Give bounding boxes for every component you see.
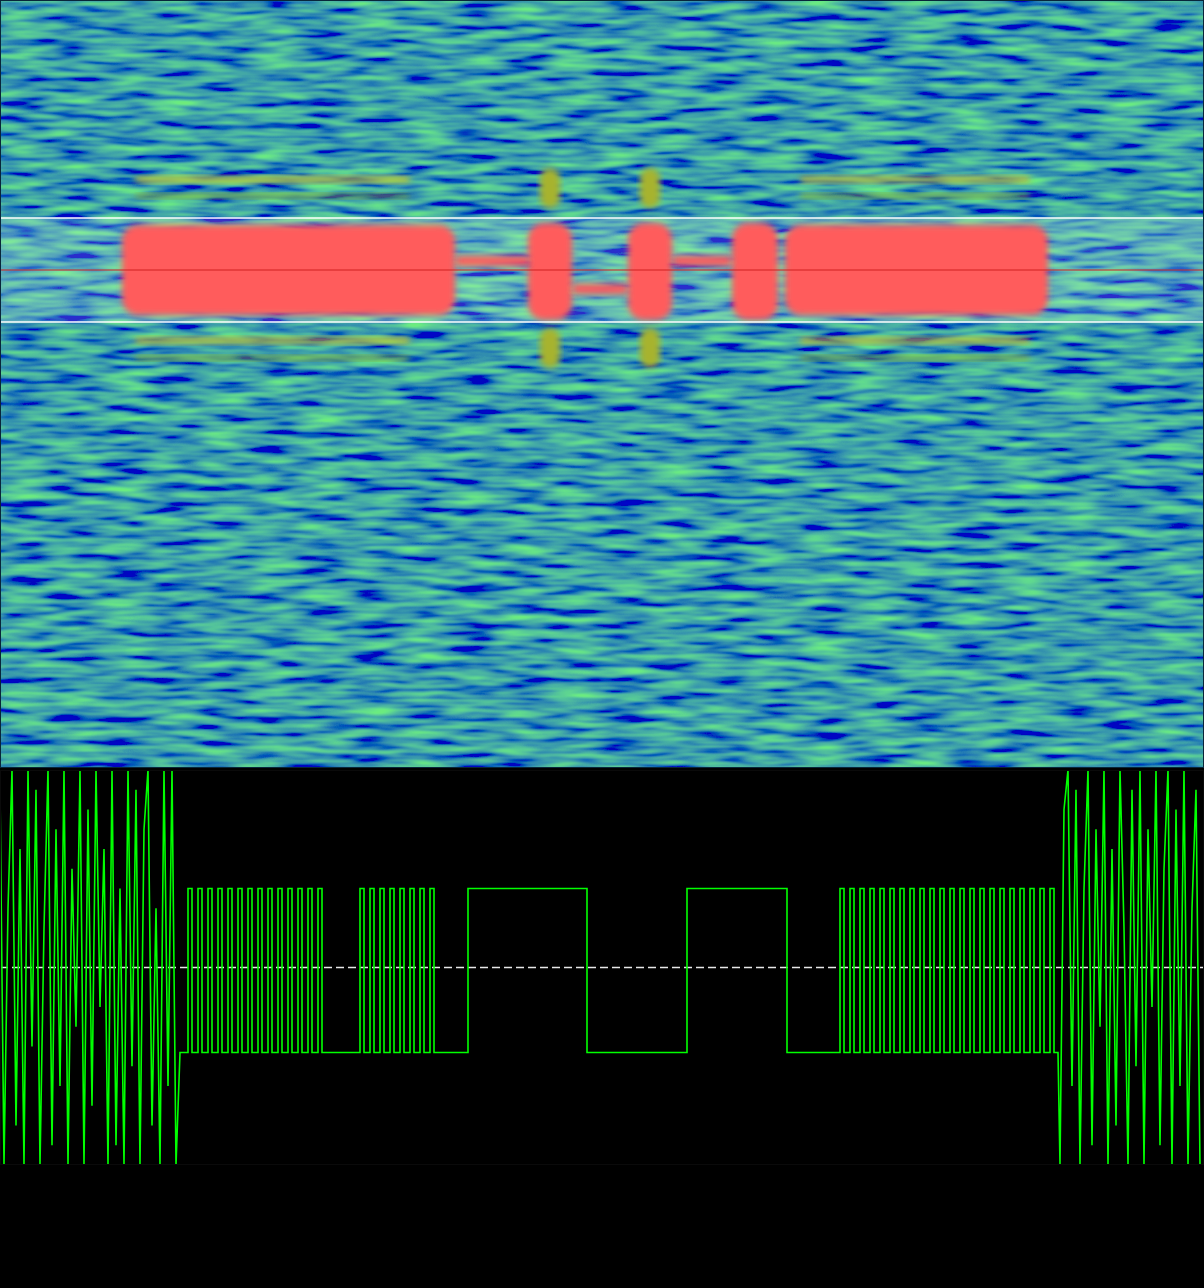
signal-burst (800, 356, 1030, 360)
signal-burst (540, 328, 560, 368)
chart-spectrogram (0, 0, 1204, 768)
signal-burst (135, 194, 410, 198)
center-frequency[interactable] (0, 270, 1204, 271)
signal-burst (640, 168, 660, 208)
signal-burst (800, 194, 1030, 198)
plot-frame (1, 1, 1204, 768)
page-background (0, 0, 1204, 1288)
waveform (0, 770, 1200, 1165)
signal-burst (800, 338, 1030, 343)
waterfall-background (0, 0, 1204, 768)
plot-frame (1, 771, 1204, 1165)
waterfall-noise (0, 0, 1204, 768)
signal-burst (800, 177, 1030, 182)
signal-burst (640, 328, 660, 368)
passband (0, 218, 1204, 322)
signal-burst (135, 338, 410, 343)
passband-band (0, 218, 1204, 322)
signal-burst (540, 168, 560, 208)
passband-edge[interactable] (0, 321, 1204, 323)
screen (0, 0, 1204, 1288)
series (0, 770, 1200, 1165)
chart-line (0, 770, 1204, 1165)
signal-burst (135, 356, 410, 360)
signal-burst (135, 177, 410, 182)
passband-edge[interactable] (0, 217, 1204, 219)
